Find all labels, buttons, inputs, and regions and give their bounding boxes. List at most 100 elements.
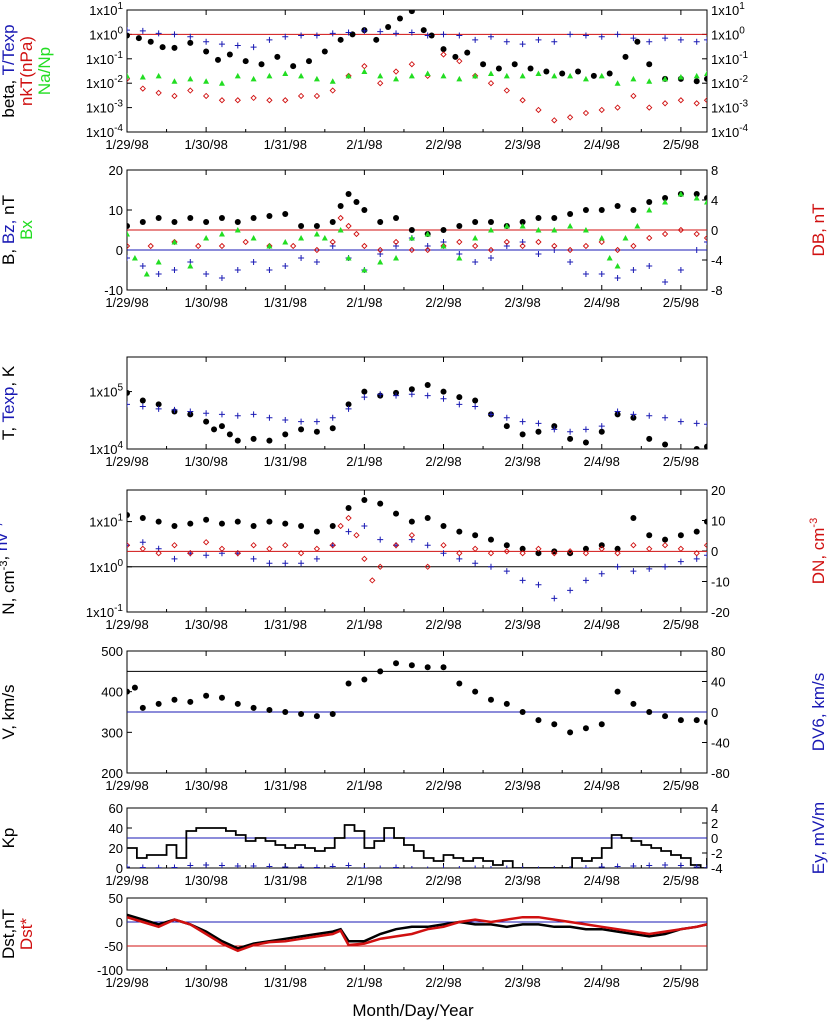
series-mag-0-point [353,199,360,205]
series-dens-1-point [567,587,574,594]
series-temp-1-point [187,408,194,415]
series-beta-1-point [298,32,305,39]
series-vel-0-point [503,700,510,707]
series-temp-1-point [345,405,352,412]
series-dens-1-point [693,555,700,562]
series-mag-2-point [218,242,226,250]
series-temp-1-point [487,411,494,418]
series-beta-0-point [127,32,130,39]
series-beta-1-point [139,27,146,34]
series-vel-0-point [551,721,558,728]
series-beta-3-point [345,72,352,79]
series-dens-1-point [551,595,558,602]
series-beta-2-point [598,106,605,114]
series-mag-3-point [567,223,574,229]
series-temp-0-point [519,431,526,438]
series-beta-2-point [171,92,178,100]
series-mag-0-point [218,215,225,221]
y2-tick-label: 80 [711,644,725,659]
series-beta-1-point [598,33,605,40]
x-tick-label: 2/3/98 [505,975,541,990]
series-beta-2-point [535,106,542,114]
x-tick-label: 2/4/98 [584,137,620,152]
series-beta-2-point [234,97,241,104]
y-tick-label: 1x10-4 [86,123,124,140]
series-dens-0-point [424,515,431,522]
series-dens-0-point [298,522,305,529]
series-beta-1-point [218,41,225,48]
series-vel-0-point [440,664,447,671]
series-beta-2-point [250,94,257,102]
series-mag-3-point [282,239,289,245]
series-mag-1-point [234,267,241,273]
series-beta-3-point [171,78,178,84]
series-mag-3-point [266,243,273,249]
series-beta-1-point [677,36,684,43]
series-vel-0-point [329,711,336,718]
series-dens-1-point [503,568,510,575]
x-tick-label: 2/1/98 [346,778,382,793]
series-dens-1-point [519,577,526,584]
series-mag-2-point [582,242,590,250]
series-beta-1-point [393,30,400,37]
panel-vel: 1/29/98 1/30/98 1/31/98 2/1/98 2/2/98 2/3/98 2… [0,644,828,857]
panel-mag: 1/29/98 1/30/98 1/31/98 2/1/98 2/2/98 2/3/98 2… [0,163,828,310]
x-tick-label: 1/31/98 [264,137,307,152]
series-vel-0-point [582,725,589,732]
series-beta-1-point [582,32,589,39]
y-axis-label: Bx [17,220,36,240]
series-mag-2-point [551,242,558,250]
series-beta-2-point [693,100,700,107]
series-dens-2-point [297,550,305,557]
series-beta-2-point [582,109,590,117]
series-kp-1-point [662,862,669,868]
series-temp-0-point [226,431,233,438]
series-dens-1-point [203,552,210,559]
series-dens-2-point [392,542,400,549]
series-dens-1-point [139,539,146,546]
series-beta-3-point [646,78,653,84]
series-mag-3-point [377,259,384,265]
series-mag-2-point [345,222,352,230]
series-beta-1-point [646,38,653,45]
series-vel-0-point [218,694,225,701]
x-tick-label: 1/31/98 [264,873,307,888]
series-mag-3-point [313,231,320,237]
series-mag-2-point [677,226,685,234]
series-mag-0-point [313,223,320,229]
series-beta-0-point [575,68,582,75]
series-mag-1-point [203,271,210,277]
series-dens-0-point [329,522,336,529]
series-beta-2-point [392,68,400,75]
x-tick-label: 2/4/98 [584,617,620,632]
y-axis-label: Dst* [17,918,36,951]
series-vel-0-point [234,700,241,707]
series-mag-2-point [329,238,336,246]
series-beta-3-point [535,70,542,76]
series-beta-3-point [424,70,431,76]
x-tick-label: 2/2/98 [425,873,461,888]
series-vel-0-point [127,688,130,695]
series-dens-2-point [337,522,344,530]
x-tick-label: 2/5/98 [663,975,699,990]
series-dens-0-point [677,532,684,539]
series-temp-1-point [519,418,526,425]
series-beta-1-point [266,36,273,43]
series-vel-1-point [646,851,652,857]
series-mag-0-point [582,207,589,213]
series-dens-2-point [456,550,463,557]
series-dens-2-point [187,550,194,557]
series-beta-0-point [464,49,471,56]
series-temp-1-point [677,418,684,425]
series-beta-0-point [420,27,427,34]
series-dens-2-point [677,545,685,552]
x-tick-label: 2/4/98 [584,873,620,888]
series-mag-3-point [143,271,150,277]
series-beta-1-point [203,38,210,45]
y2-tick-label: -4 [711,253,723,268]
series-mag-1-point [127,255,130,261]
x-tick-label: 2/2/98 [425,295,461,310]
series-beta-3-point [155,72,162,79]
y-axis-label: Na/Np [35,47,54,95]
